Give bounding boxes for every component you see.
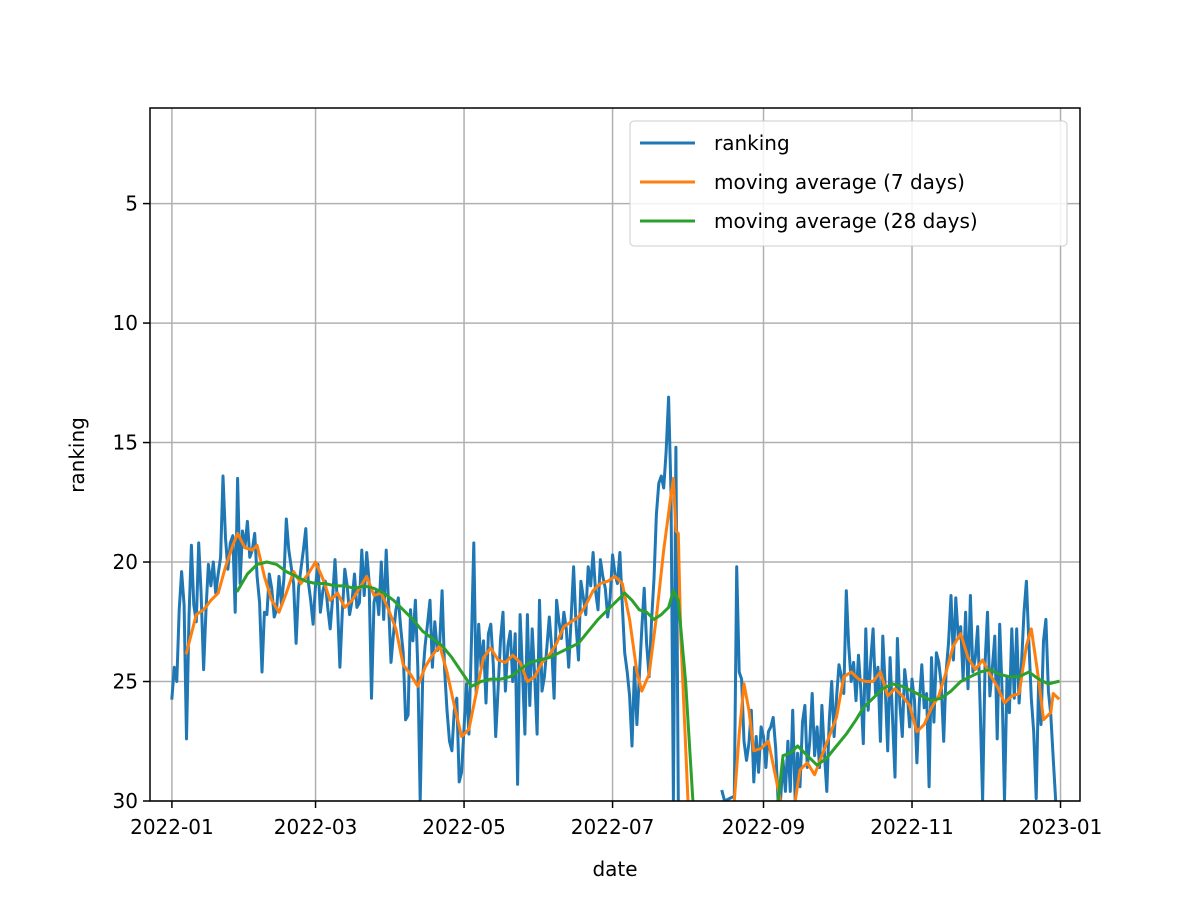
x-tick-label: 2022-03 (274, 815, 358, 839)
legend-label-ma7: moving average (7 days) (714, 170, 965, 194)
y-tick-label: 10 (113, 311, 138, 335)
y-tick-label: 30 (113, 789, 138, 813)
x-tick-label: 2022-05 (422, 815, 506, 839)
x-axis: 2022-01 2022-03 2022-05 2022-07 2022-09 2022-… (130, 801, 1102, 839)
legend-label-ranking: ranking (714, 131, 790, 155)
legend: ranking moving average (7 days) moving a… (629, 120, 1068, 247)
x-tick-label: 2022-11 (870, 815, 954, 839)
series-ma28-line (235, 560, 1060, 801)
x-tick-label: 2022-07 (571, 815, 655, 839)
legend-label-ma28: moving average (28 days) (714, 209, 978, 233)
x-tick-label: 2023-01 (1019, 815, 1103, 839)
y-tick-label: 20 (113, 550, 138, 574)
series-ranking-line (170, 395, 1058, 801)
y-tick-label: 15 (113, 431, 138, 455)
x-tick-label: 2022-09 (722, 815, 806, 839)
y-tick-label: 5 (125, 192, 138, 216)
y-axis-label: ranking (65, 417, 89, 493)
x-tick-label: 2022-01 (130, 815, 214, 839)
x-axis-label: date (592, 857, 637, 881)
plot-frame (149, 107, 1081, 802)
series-ma7-line (184, 476, 1061, 801)
y-axis: 5 10 15 20 25 30 (113, 192, 150, 813)
series-layer (170, 395, 1061, 801)
y-tick-label: 25 (113, 670, 138, 694)
legend-box (629, 120, 1068, 247)
